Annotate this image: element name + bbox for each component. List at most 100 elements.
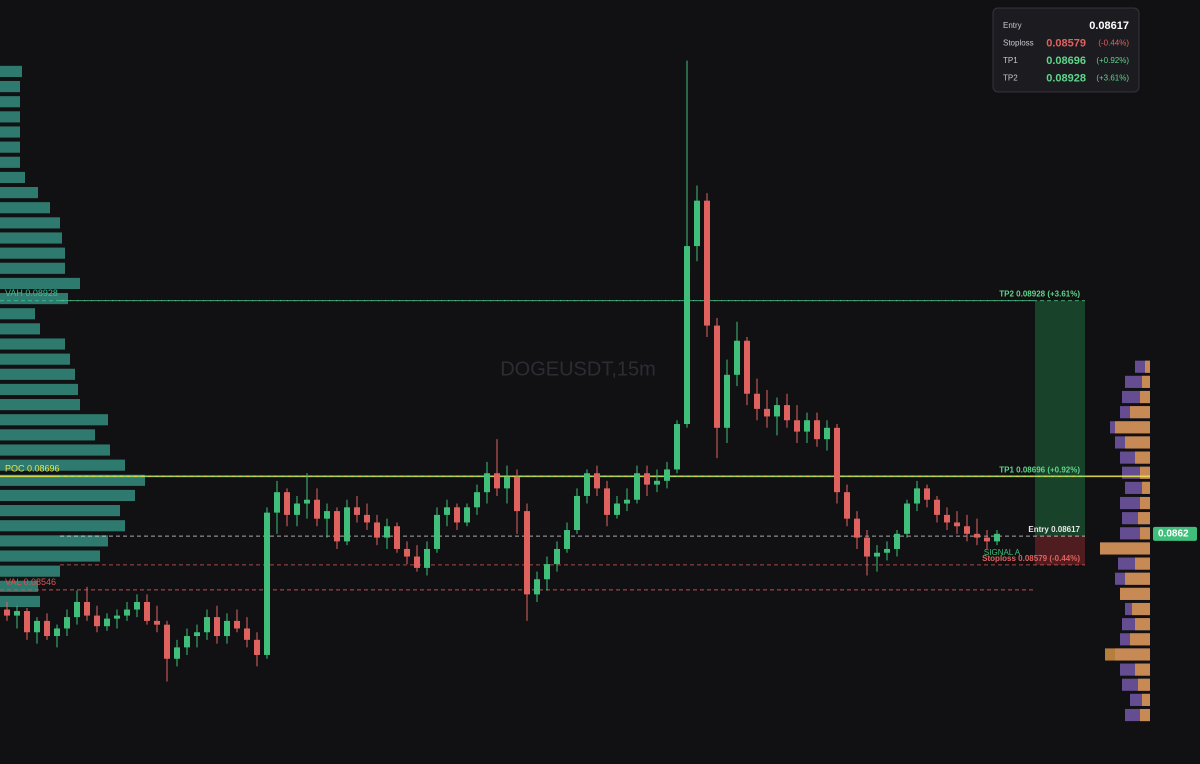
right-profile-bar — [1138, 512, 1150, 525]
left-profile-bar — [0, 429, 95, 441]
right-profile-bar — [1135, 663, 1150, 676]
candle-body — [494, 473, 500, 489]
right-profile-bar — [1140, 708, 1150, 722]
candle-body — [64, 617, 70, 629]
right-profile-bar — [1125, 572, 1150, 585]
right-profile-bar — [1135, 618, 1150, 631]
candle-body — [874, 552, 880, 557]
right-profile-bar — [1105, 648, 1150, 661]
candle-body — [734, 340, 740, 375]
candle-body — [804, 420, 810, 432]
right-profile-bar — [1142, 693, 1150, 706]
candle-body — [534, 579, 540, 595]
candle-body — [424, 548, 430, 568]
candle-body — [964, 526, 970, 534]
volume-profiles — [0, 65, 1150, 722]
left-profile-bar — [0, 414, 108, 426]
last-price-tag — [1153, 526, 1197, 541]
candle-body — [844, 492, 850, 519]
candle-body — [954, 522, 960, 527]
candle-body — [504, 477, 510, 489]
candle-body — [944, 514, 950, 523]
candle-body — [574, 495, 580, 531]
candle-body — [34, 620, 40, 633]
candle-body — [704, 200, 710, 326]
trade-level-label: TP2 0.08928 (+3.61%) — [999, 290, 1080, 299]
candle-body — [54, 628, 60, 637]
candle-body — [594, 473, 600, 489]
candle-body — [464, 507, 470, 523]
candle-body — [754, 393, 760, 409]
panel-change: (+0.92%) — [1096, 56, 1129, 65]
right-profile-bar — [1130, 406, 1150, 419]
right-profile-bar — [1138, 678, 1150, 691]
candle-body — [514, 477, 520, 512]
right-profile-bar — [1100, 542, 1150, 555]
candle-body — [204, 617, 210, 633]
right-profile-bar — [1130, 633, 1150, 646]
panel-box — [992, 7, 1140, 93]
candle-body — [14, 611, 20, 616]
panel-name: Stoploss — [1003, 39, 1034, 48]
candle-body — [654, 480, 660, 485]
panel-change: (-0.44%) — [1098, 39, 1129, 48]
panel-price: 0.08928 — [1046, 72, 1086, 84]
candle-body — [364, 514, 370, 523]
candle-body — [724, 374, 730, 428]
candle-body — [264, 512, 270, 655]
panel-name: Entry — [1003, 21, 1022, 30]
candle-body — [144, 601, 150, 621]
panel-name: TP1 — [1003, 56, 1018, 65]
panel-price: 0.08579 — [1046, 37, 1086, 49]
candle-body — [24, 611, 30, 633]
profile-level-label: POC 0.08696 — [5, 464, 60, 474]
candle-body — [554, 548, 560, 565]
levels: VAH 0.08928 POC 0.08696 VAL 0.08546 TP2 0.0… — [0, 288, 1150, 591]
candle-body — [94, 615, 100, 627]
left-profile-bar — [0, 353, 70, 365]
candle-body — [674, 424, 680, 470]
panel-change: (+3.61%) — [1096, 74, 1129, 83]
candle-body — [794, 420, 800, 432]
right-profile-bar — [1140, 527, 1150, 540]
candle-body — [684, 246, 690, 425]
candle-body — [174, 647, 180, 659]
left-profile-bar — [0, 262, 65, 274]
left-profile-bar — [0, 171, 25, 184]
candle-body — [214, 617, 220, 637]
candle-body — [584, 473, 590, 496]
candle-body — [314, 499, 320, 519]
right-profile-bar — [1145, 360, 1150, 373]
candle-body — [124, 609, 130, 616]
candle-body — [224, 620, 230, 637]
candle-body — [774, 405, 780, 417]
candle-body — [324, 511, 330, 519]
candle-body — [294, 503, 300, 515]
candle-body — [914, 488, 920, 504]
trade-level-label: Stoploss 0.08579 (-0.44%) — [982, 554, 1080, 563]
right-profile-bar — [1132, 602, 1150, 616]
watermark: DOGEUSDT,15m — [500, 358, 656, 380]
left-profile-bar — [0, 383, 78, 396]
left-profile-bar — [0, 141, 20, 153]
left-profile-bar — [0, 217, 60, 229]
left-profile-bar — [0, 111, 20, 123]
right-profile-bar — [1125, 436, 1150, 449]
left-profile-bar — [0, 580, 38, 592]
candle-body — [44, 620, 50, 637]
candle-body — [154, 620, 160, 625]
candle-body — [454, 507, 460, 523]
candle-body — [414, 556, 420, 568]
candle-body — [434, 514, 440, 549]
candle-body — [194, 632, 200, 637]
candle-body — [254, 639, 260, 655]
left-profile-bar — [0, 444, 110, 456]
left-profile-bar — [0, 187, 38, 199]
panel-price: 0.08617 — [1089, 20, 1129, 32]
left-profile-bar — [0, 595, 40, 608]
left-profile-bar — [0, 505, 120, 517]
candle-body — [824, 427, 830, 440]
left-profile-bar — [0, 489, 135, 502]
candle-body — [274, 492, 280, 513]
